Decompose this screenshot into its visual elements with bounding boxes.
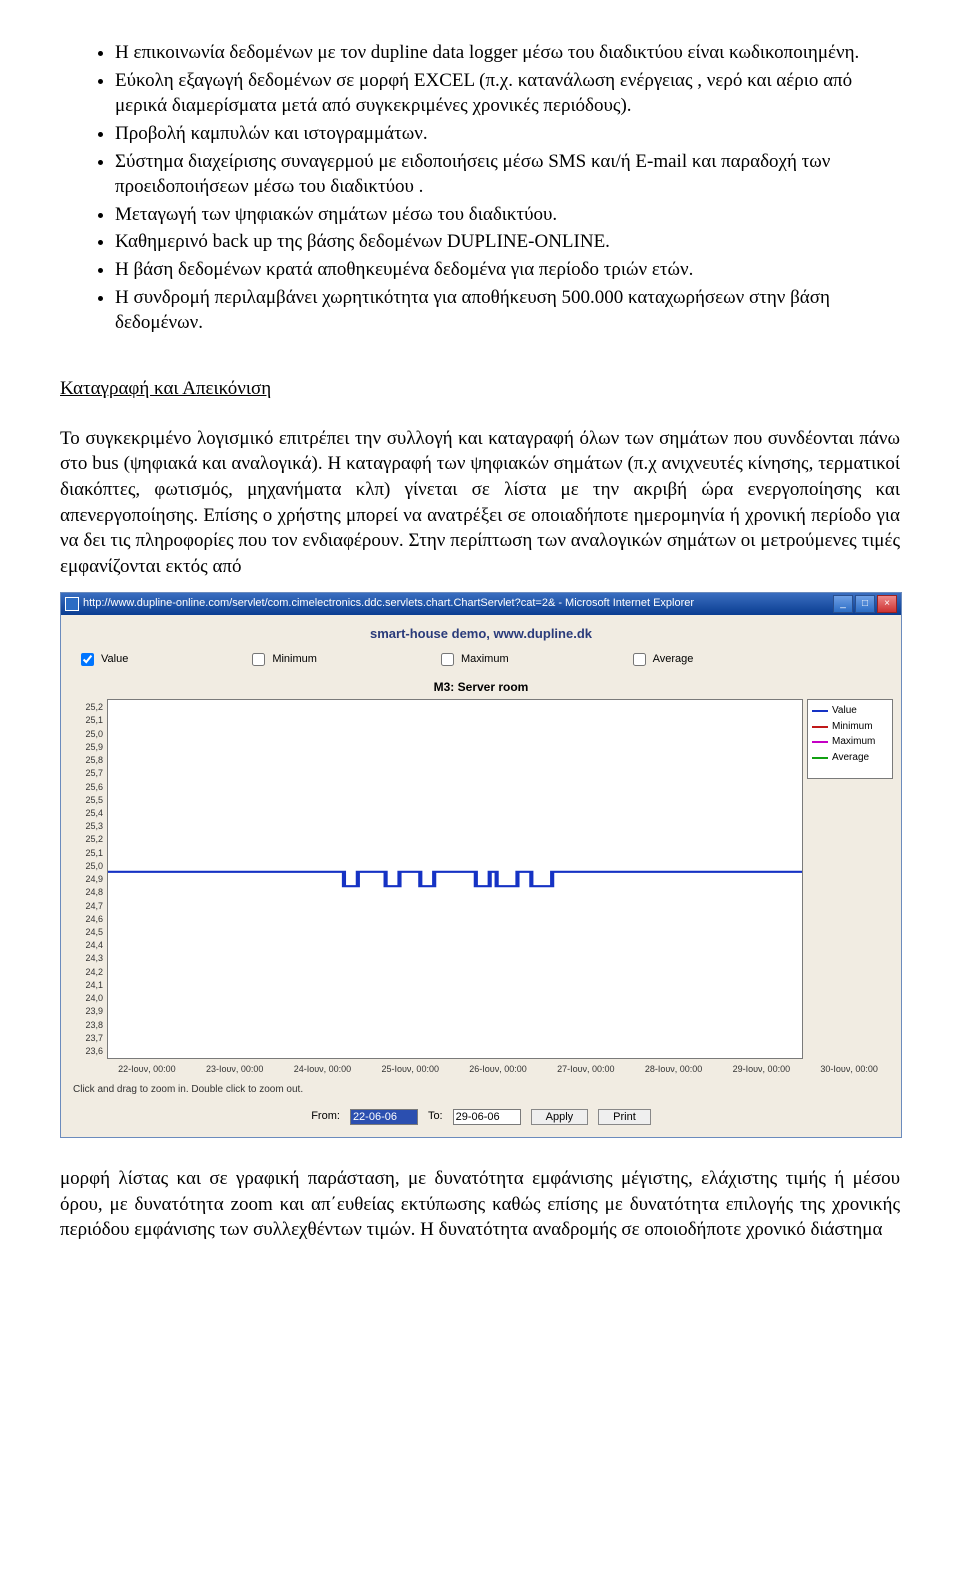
to-input[interactable]: [453, 1109, 521, 1125]
list-item: Εύκολη εξαγωγή δεδομένων σε μορφή EXCEL …: [115, 68, 900, 119]
y-tick: 25,7: [69, 767, 103, 779]
series-checkboxes: Value Minimum Maximum Average: [69, 648, 893, 677]
y-tick: 25,5: [69, 794, 103, 806]
list-item: Προβολή καμπυλών και ιστογραμμάτων.: [115, 121, 900, 147]
list-item: Καθημερινό back up της βάσης δεδομένων D…: [115, 229, 900, 255]
legend-swatch: [812, 757, 828, 759]
y-tick: 24,3: [69, 952, 103, 964]
window-buttons: _ □ ×: [833, 595, 897, 613]
y-tick: 25,2: [69, 833, 103, 845]
feature-list: Η επικοινωνία δεδομένων με τον dupline d…: [60, 40, 900, 336]
list-item: Η συνδρομή περιλαμβάνει χωρητικότητα για…: [115, 285, 900, 336]
legend-label: Minimum: [832, 720, 873, 734]
x-tick: 28-Ιουν, 00:00: [630, 1063, 718, 1075]
series-checkbox[interactable]: Value: [77, 650, 128, 669]
list-item: Η βάση δεδομένων κρατά αποθηκευμένα δεδο…: [115, 257, 900, 283]
section-title: Καταγραφή και Απεικόνιση: [60, 376, 900, 402]
list-item: Η επικοινωνία δεδομένων με τον dupline d…: [115, 40, 900, 66]
legend-item: Maximum: [812, 735, 888, 749]
checkbox-label: Average: [653, 652, 694, 667]
paragraph-1: Το συγκεκριμένο λογισμικό επιτρέπει την …: [60, 426, 900, 580]
y-tick: 25,0: [69, 860, 103, 872]
x-tick: 30-Ιουν, 00:00: [805, 1063, 893, 1075]
y-tick: 25,2: [69, 701, 103, 713]
paragraph-2: μορφή λίστας και σε γραφική παράσταση, μ…: [60, 1166, 900, 1243]
y-tick: 24,4: [69, 939, 103, 951]
chart-page: smart-house demo, www.dupline.dk Value Mi…: [61, 615, 901, 1137]
to-label: To:: [428, 1109, 443, 1124]
checkbox-label: Minimum: [272, 652, 317, 667]
x-tick: 25-Ιουν, 00:00: [366, 1063, 454, 1075]
checkbox-maximum[interactable]: [441, 653, 454, 666]
print-button[interactable]: Print: [598, 1109, 651, 1125]
series-checkbox[interactable]: Maximum: [437, 650, 509, 669]
y-tick: 24,1: [69, 979, 103, 991]
y-tick: 23,9: [69, 1005, 103, 1017]
checkbox-value[interactable]: [81, 653, 94, 666]
from-label: From:: [311, 1109, 340, 1124]
maximize-button[interactable]: □: [855, 595, 875, 613]
x-tick: 22-Ιουν, 00:00: [103, 1063, 191, 1075]
list-item: Μεταγωγή των ψηφιακών σημάτων μέσω του δ…: [115, 202, 900, 228]
zoom-hint: Click and drag to zoom in. Double click …: [69, 1075, 893, 1101]
apply-button[interactable]: Apply: [531, 1109, 589, 1125]
ie-icon: [65, 597, 79, 611]
series-checkbox[interactable]: Minimum: [248, 650, 317, 669]
legend-item: Average: [812, 751, 888, 765]
y-tick: 23,7: [69, 1032, 103, 1044]
legend-item: Value: [812, 704, 888, 718]
legend-swatch: [812, 741, 828, 743]
chart-plot[interactable]: [107, 699, 803, 1059]
y-tick: 25,1: [69, 847, 103, 859]
chart-legend: Value MinimumMaximum Average: [807, 699, 893, 779]
y-tick: 23,6: [69, 1045, 103, 1057]
x-axis: 22-Ιουν, 00:0023-Ιουν, 00:0024-Ιουν, 00:…: [69, 1059, 893, 1075]
legend-label: Maximum: [832, 735, 875, 749]
x-tick: 23-Ιουν, 00:00: [191, 1063, 279, 1075]
from-input[interactable]: [350, 1109, 418, 1125]
chart-subtitle: M3: Server room: [69, 679, 893, 695]
x-tick: 27-Ιουν, 00:00: [542, 1063, 630, 1075]
y-tick: 25,0: [69, 728, 103, 740]
legend-swatch: [812, 710, 828, 712]
window-titlebar: http://www.dupline-online.com/servlet/co…: [61, 593, 901, 615]
y-tick: 25,9: [69, 741, 103, 753]
x-tick: 24-Ιουν, 00:00: [279, 1063, 367, 1075]
y-tick: 23,8: [69, 1019, 103, 1031]
y-tick: 25,1: [69, 714, 103, 726]
y-tick: 24,9: [69, 873, 103, 885]
minimize-button[interactable]: _: [833, 595, 853, 613]
y-tick: 24,8: [69, 886, 103, 898]
legend-label: Value: [832, 704, 857, 718]
y-tick: 24,0: [69, 992, 103, 1004]
window-title: http://www.dupline-online.com/servlet/co…: [83, 596, 694, 611]
browser-window: http://www.dupline-online.com/servlet/co…: [60, 592, 902, 1138]
list-item: Σύστημα διαχείρισης συναγερμού με ειδοπο…: [115, 149, 900, 200]
series-line: [108, 872, 802, 886]
x-tick: 29-Ιουν, 00:00: [717, 1063, 805, 1075]
y-axis: 25,225,125,025,925,825,725,625,525,425,3…: [69, 699, 107, 1059]
y-tick: 24,2: [69, 966, 103, 978]
close-button[interactable]: ×: [877, 595, 897, 613]
chart-title: smart-house demo, www.dupline.dk: [69, 625, 893, 643]
checkbox-minimum[interactable]: [252, 653, 265, 666]
y-tick: 25,3: [69, 820, 103, 832]
x-tick: 26-Ιουν, 00:00: [454, 1063, 542, 1075]
y-tick: 24,7: [69, 900, 103, 912]
y-tick: 25,6: [69, 781, 103, 793]
y-tick: 25,8: [69, 754, 103, 766]
checkbox-label: Maximum: [461, 652, 509, 667]
legend-item: Minimum: [812, 720, 888, 734]
checkbox-average[interactable]: [633, 653, 646, 666]
chart-controls: From: To: Apply Print: [69, 1101, 893, 1127]
series-checkbox[interactable]: Average: [629, 650, 694, 669]
checkbox-label: Value: [101, 652, 128, 667]
y-tick: 24,6: [69, 913, 103, 925]
legend-label: Average: [832, 751, 869, 765]
chart-area: 25,225,125,025,925,825,725,625,525,425,3…: [69, 699, 893, 1059]
y-tick: 25,4: [69, 807, 103, 819]
legend-swatch: [812, 726, 828, 728]
y-tick: 24,5: [69, 926, 103, 938]
